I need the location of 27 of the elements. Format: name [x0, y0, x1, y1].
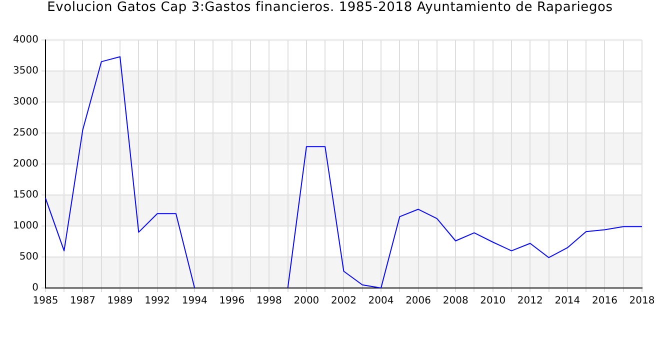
y-tick-label: 3000	[12, 96, 38, 108]
y-tick-label: 0	[32, 282, 38, 294]
y-tick-label: 1500	[12, 190, 38, 201]
x-tick-label: 1987	[70, 296, 96, 307]
y-tick-label: 4000	[12, 34, 38, 46]
x-tick-label: 1985	[32, 296, 58, 307]
y-tick-label: 1000	[12, 220, 38, 232]
x-tick-label: 1998	[256, 296, 282, 307]
x-tick-label: 2016	[592, 296, 618, 307]
x-tick-label: 2006	[406, 296, 432, 307]
x-tick-label: 1992	[144, 296, 170, 307]
x-tick-label: 2004	[368, 296, 394, 307]
x-tick-label: 2000	[294, 296, 320, 307]
y-tick-label: 2500	[12, 128, 38, 139]
x-tick-label: 2014	[554, 296, 580, 307]
x-tick-label: 2010	[480, 296, 506, 307]
y-tick-label: 3500	[12, 66, 38, 77]
x-tick-label: 2012	[517, 296, 543, 307]
chart-title: Evolucion Gatos Cap 3:Gastos financieros. 1985-2018 Ayuntamiento de Rapariegos	[46, 0, 614, 17]
x-tick-label: 2008	[442, 296, 468, 307]
x-tick-label: 1996	[219, 296, 245, 307]
x-tick-label: 2002	[331, 296, 356, 307]
x-tick-label: 1989	[107, 296, 133, 307]
y-tick-label: 500	[19, 252, 38, 263]
x-tick-label: 2018	[629, 296, 655, 307]
y-tick-label: 2000	[12, 158, 38, 170]
x-tick-label: 1994	[182, 296, 208, 307]
